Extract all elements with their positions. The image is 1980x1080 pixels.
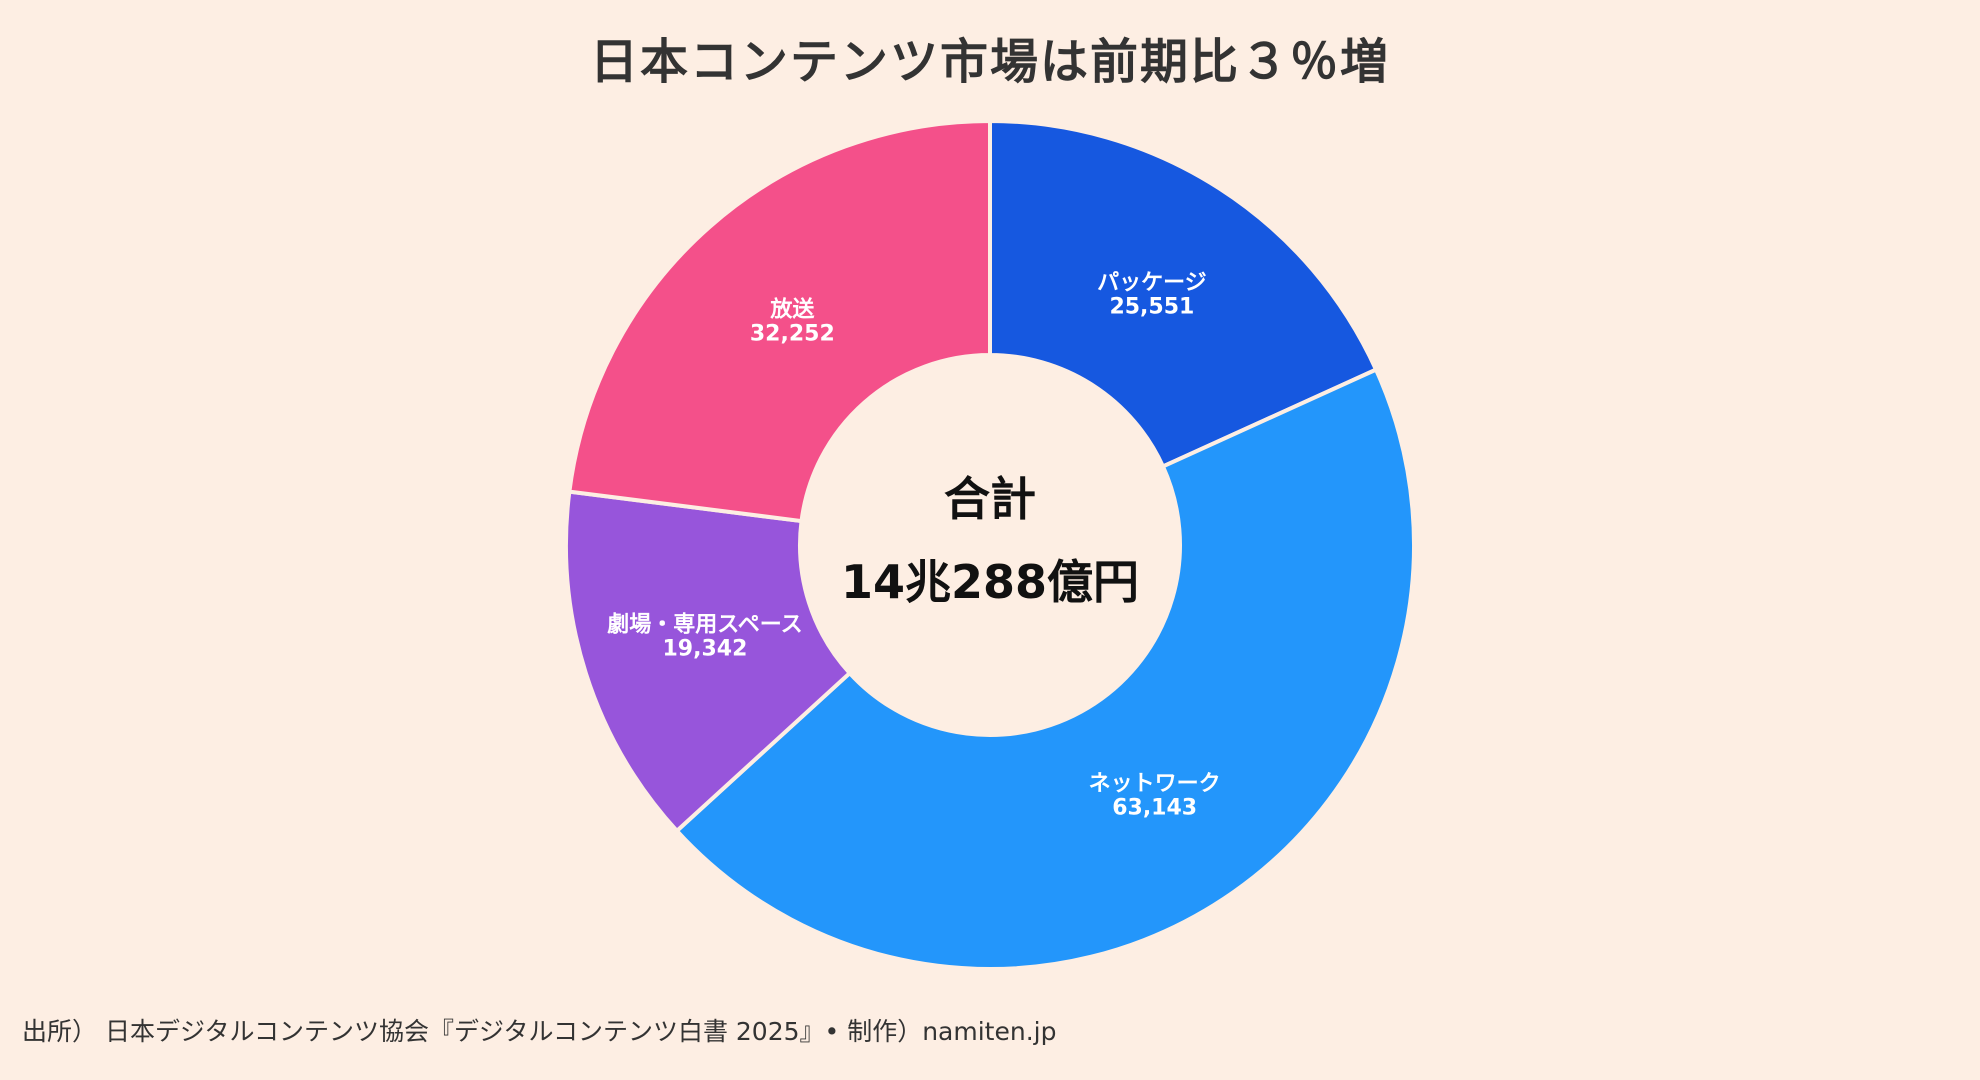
slice-2 [564, 489, 852, 833]
slice-label-1: ネットワーク [1089, 772, 1221, 797]
slice-label-2: 劇場・専用スペース [607, 612, 802, 637]
source-footer: 出所） 日本デジタルコンテンツ協会『デジタルコンテンツ白書 2025』• 制作）… [22, 1017, 1057, 1046]
chart-title: 日本コンテンツ市場は前期比３％増 [589, 34, 1390, 90]
slice-3 [567, 119, 992, 524]
slice-group [564, 119, 1416, 971]
center-value: 14兆288億円 [841, 555, 1139, 609]
slice-value-3: 32,252 [750, 322, 835, 347]
slice-0 [988, 119, 1379, 469]
slice-1 [674, 367, 1416, 971]
slice-value-2: 19,342 [663, 636, 748, 661]
slice-value-1: 63,143 [1112, 796, 1197, 821]
slice-value-0: 25,551 [1109, 295, 1194, 320]
center-label: 合計 [944, 472, 1036, 526]
slice-label-3: 放送 [769, 297, 814, 323]
slice-label-0: パッケージ [1097, 271, 1207, 296]
